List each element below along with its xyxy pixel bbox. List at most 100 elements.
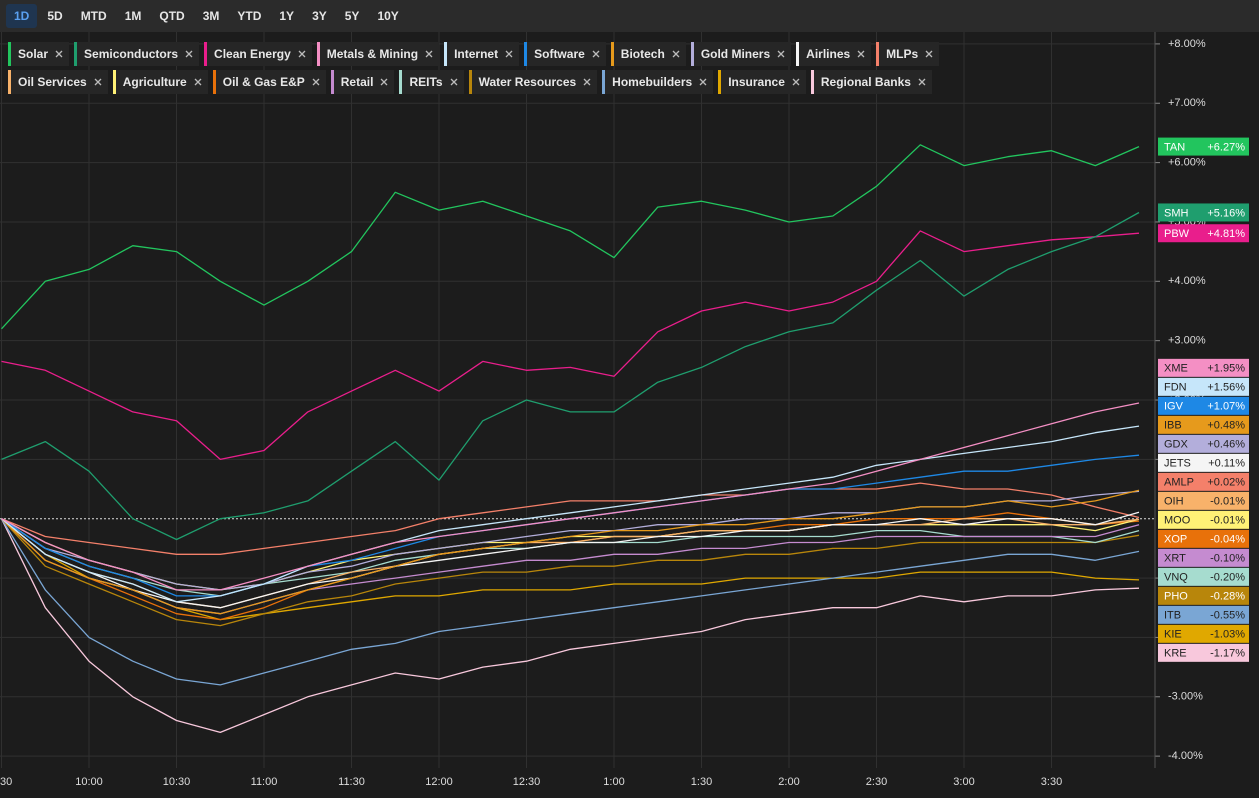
legend-chip[interactable]: Semiconductors [74,42,200,66]
end-badge: VNQ -0.20% [1158,567,1249,586]
range-button[interactable]: QTD [159,9,185,23]
remove-icon[interactable] [672,50,680,58]
legend-chip[interactable]: MLPs [876,42,940,66]
badge-ticker: IGV [1164,401,1184,413]
badge-value: +1.95% [1207,363,1245,375]
badge-background [1158,434,1249,453]
end-badge: KRE -1.17% [1158,643,1249,662]
remove-icon[interactable] [918,78,926,86]
legend: Solar Semiconductors Clean Energy Metals & … [8,42,998,94]
x-tick-label: 12:00 [425,776,453,788]
remove-cross [918,78,926,86]
series-line [0,518,1140,734]
range-button[interactable]: 5D [47,9,63,23]
range-button[interactable]: 10Y [377,9,399,23]
range-button[interactable]: 1Y [279,9,295,23]
legend-chip[interactable]: Oil Services [8,70,108,94]
legend-label: REITs [409,75,443,89]
legend-chip[interactable]: REITs [399,70,464,94]
y-tick-label: +8.00% [1168,38,1206,50]
remove-icon[interactable] [592,50,600,58]
end-badge: AMLP +0.02% [1158,472,1249,491]
badge-background [1158,491,1249,510]
series-line [1,511,1140,609]
legend-chip[interactable]: Biotech [610,42,686,66]
legend-chip[interactable]: Clean Energy [204,42,312,66]
range-button[interactable]: MTD [80,9,107,23]
remove-icon[interactable] [699,78,707,86]
legend-chip[interactable]: Homebuilders [602,70,714,94]
remove-icon[interactable] [583,78,591,86]
remove-cross [699,78,707,86]
remove-icon[interactable] [777,50,785,58]
remove-icon[interactable] [450,78,458,86]
legend-chip[interactable]: Software [524,42,606,66]
end-badge: IGV +1.07% [1158,396,1249,415]
remove-icon[interactable] [194,78,202,86]
remove-icon[interactable] [298,50,306,58]
range-button[interactable]: 3M [202,9,220,23]
badge-ticker: VNQ [1164,572,1188,584]
end-badge: MOO -0.01% [1158,510,1249,529]
series-line [1,402,1140,591]
remove-icon[interactable] [792,78,800,86]
legend-chip[interactable]: Solar [8,42,70,66]
badge-value: +0.48% [1207,420,1245,432]
badge-background [1158,453,1249,472]
series-line [1,230,1140,461]
remove-icon[interactable] [380,78,388,86]
range-button[interactable]: YTD [237,9,262,23]
legend-chip[interactable]: Water Resources [468,70,598,94]
legend-label: Solar [18,47,49,61]
legend-chip[interactable]: Internet [444,42,520,66]
legend-chip[interactable]: Agriculture [112,70,208,94]
remove-icon[interactable] [925,50,933,58]
badge-value: +5.16% [1207,207,1245,219]
x-tick-label: 11:30 [338,776,365,788]
remove-icon[interactable] [94,78,102,86]
remove-cross [583,78,591,86]
x-tick-label: 3:30 [1041,776,1062,788]
remove-icon[interactable] [185,50,193,58]
range-button[interactable]: 1D [6,4,38,28]
remove-cross [425,50,433,58]
legend-chip[interactable]: Retail [330,70,395,94]
remove-cross [55,50,63,58]
range-button[interactable]: 1M [124,9,142,23]
badge-background [1158,377,1249,396]
legend-chip[interactable]: Oil & Gas E&P [212,70,326,94]
y-tick-label: -3.00% [1168,691,1203,703]
legend-label: Metals & Mining [326,47,419,61]
legend-chip[interactable]: Airlines [796,42,872,66]
legend-chip[interactable]: Metals & Mining [316,42,440,66]
end-badge: XRT -0.10% [1158,548,1249,567]
end-badge: XOP -0.04% [1158,529,1249,548]
remove-icon[interactable] [425,50,433,58]
end-badge: FDN +1.56% [1158,377,1249,396]
badge-background [1158,472,1249,491]
badge-ticker: AMLP [1164,477,1194,489]
remove-icon[interactable] [55,50,63,58]
end-badge: PBW +4.81% [1158,224,1249,243]
legend-chip[interactable]: Insurance [718,70,806,94]
legend-chip[interactable]: Gold Miners [690,42,792,66]
series-line [1,144,1140,330]
remove-cross [450,78,458,86]
badge-background [1158,567,1249,586]
badge-ticker: MOO [1164,515,1191,527]
remove-icon[interactable] [312,78,320,86]
badge-background [1158,624,1249,643]
end-badge: XME +1.95% [1158,358,1249,377]
range-button[interactable]: 3Y [312,9,327,23]
range-button[interactable]: 5Y [344,9,360,23]
remove-cross [505,50,513,58]
end-badge: KIE -1.03% [1158,624,1249,643]
badge-value: -0.01% [1210,496,1245,508]
remove-icon[interactable] [857,50,865,58]
legend-chip[interactable]: Regional Banks [810,70,932,94]
remove-icon[interactable] [505,50,513,58]
remove-cross [185,50,193,58]
range-toolbar: 1D 5D MTD 1M QTD 3M YTD 1Y 3Y 5Y 10Y [0,0,1259,32]
